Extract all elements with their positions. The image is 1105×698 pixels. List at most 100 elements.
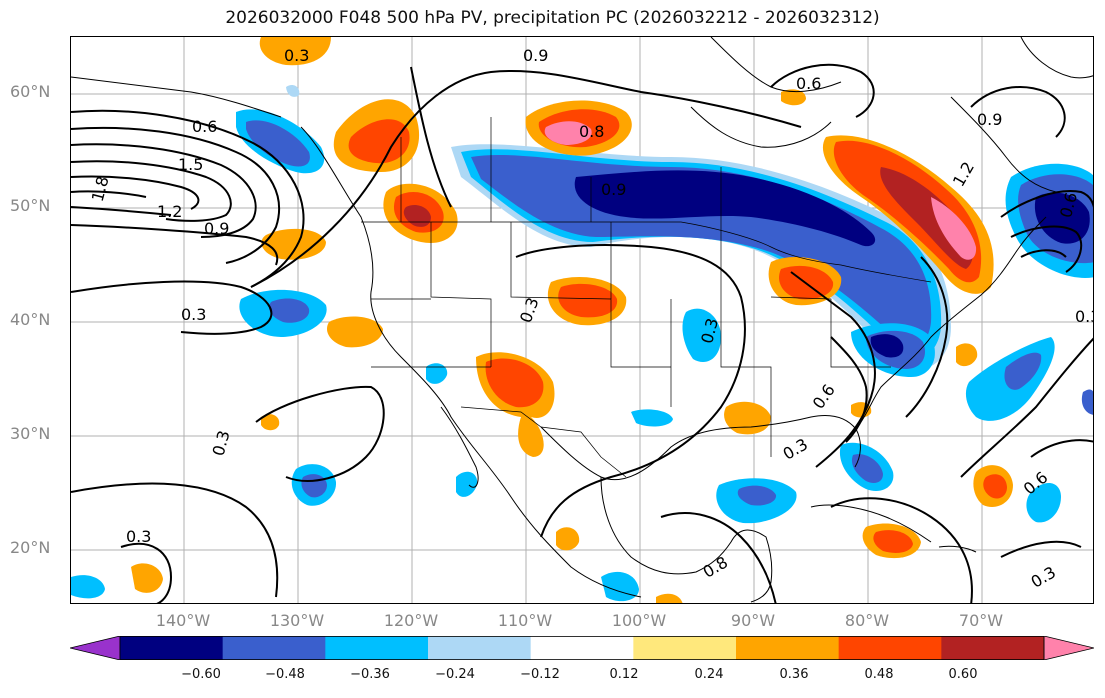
contour-south-3	[660, 512, 777, 603]
contour-west-3	[71, 143, 257, 238]
lon-label-110w: 110°W	[497, 611, 553, 630]
contour-south-1	[71, 482, 279, 598]
colorbar-cell	[222, 636, 326, 660]
shade-neg-atl-1-blue	[1004, 352, 1042, 390]
shade-pos-pacnw-coast	[261, 228, 326, 260]
contour-atlantic-4	[1020, 249, 1067, 258]
shade-pos-small-2	[131, 563, 163, 593]
colorbar-cell	[325, 636, 429, 660]
colorbar-label-pos048: 0.48	[864, 667, 894, 682]
lon-label-140w: 140°W	[155, 611, 211, 630]
coast-gulf	[540, 415, 861, 481]
contour-south-5	[1000, 540, 1082, 558]
colorbar-cells	[70, 636, 1094, 660]
contour-ridge	[250, 70, 802, 288]
shade-pos-ca	[326, 316, 383, 348]
coast-pacific	[300, 126, 642, 598]
contour-label-16: 0.9	[601, 180, 626, 199]
coast-alaska	[71, 76, 282, 118]
border-states-5	[770, 296, 891, 368]
contour-atlantic-2	[1000, 190, 1093, 218]
contour-label-21: 0.3	[1028, 562, 1060, 591]
shade-neg-small-1	[426, 363, 448, 384]
lon-label-120w: 120°W	[383, 611, 439, 630]
contour-label-1: 0.9	[523, 46, 548, 65]
contour-label-11: 0.3	[516, 295, 543, 325]
contour-atlantic-3	[1010, 225, 1083, 273]
lat-label-50n: 50°N	[10, 196, 51, 215]
contour-label-10: 0.3	[126, 527, 151, 546]
contour-central	[515, 244, 746, 538]
coast-labrador	[950, 96, 1057, 193]
coast-atlantic	[855, 216, 1047, 430]
contour-label-20: 0.3	[1075, 307, 1094, 326]
contour-ne-low-2	[770, 63, 875, 118]
contour-label-3: 0.6	[192, 117, 217, 136]
coast-hispaniola	[938, 545, 977, 553]
contour-label-23: 0.8	[700, 552, 732, 581]
contour-east-2	[830, 336, 868, 443]
border-states-4	[720, 237, 772, 457]
contour-label-0: 0.3	[284, 46, 309, 65]
contour-west-6	[71, 190, 147, 198]
map-panel: 0.3 0.9 0.6 0.6 1.5 1.8 1.2 0.9 0.3 0.3 …	[70, 36, 1094, 604]
shade-neg-fl-blue	[851, 454, 883, 483]
contour-west-5	[71, 175, 200, 210]
contour-label-8: 0.3	[181, 305, 206, 324]
lon-label-100w: 100°W	[611, 611, 667, 630]
shade-neg-pac-1-blue	[269, 298, 310, 323]
contour-label-15: 0.9	[977, 110, 1002, 129]
political-borders	[361, 117, 932, 478]
contour-label-22: 0.8	[579, 122, 604, 141]
contour-atlantic-1	[905, 256, 949, 418]
lon-label-90w: 90°W	[730, 611, 776, 630]
border-us-mexico	[460, 406, 627, 478]
contour-label-7: 0.9	[204, 219, 229, 238]
border-states-3	[610, 222, 672, 407]
shade-pos-small-4	[261, 414, 280, 431]
colorbar-label-neg024: −0.24	[435, 667, 475, 682]
coast-mexico-south	[600, 476, 773, 603]
shade-pos-alaska	[259, 37, 331, 66]
border-canada-prov	[400, 117, 722, 237]
lat-label-20n: 20°N	[10, 538, 51, 557]
contour-west-2	[71, 126, 281, 264]
contour-west-4	[71, 160, 232, 222]
shade-pos-small-1	[781, 89, 806, 106]
coast-baja	[440, 406, 479, 488]
pv-contours	[71, 63, 1093, 603]
colorbar-label-neg048: −0.48	[265, 667, 305, 682]
lat-label-60n: 60°N	[10, 82, 51, 101]
shade-pos-pnw-red	[348, 119, 410, 164]
shade-pos-southeast	[724, 401, 771, 435]
colorbar-cell	[941, 636, 1045, 660]
graticule	[71, 37, 1093, 603]
contour-label-4: 1.5	[178, 155, 203, 174]
coastlines	[71, 37, 1093, 603]
shade-neg-small-6	[286, 84, 300, 97]
colorbar-extend-high	[1043, 636, 1094, 660]
map-canvas: 0.3 0.9 0.6 0.6 1.5 1.8 1.2 0.9 0.3 0.3 …	[71, 37, 1094, 603]
contour-label-13: 0.3	[780, 434, 812, 463]
contour-west-8	[71, 224, 279, 266]
shade-pos-sw-red	[485, 358, 544, 408]
shade-pos-bc-dark	[403, 205, 431, 227]
lon-label-130w: 130°W	[269, 611, 325, 630]
colorbar-cell	[530, 636, 634, 660]
colorbar-label-pos012: 0.12	[609, 667, 639, 682]
map-title: 2026032000 F048 500 hPa PV, precipitatio…	[225, 8, 880, 28]
coast-cuba	[810, 504, 932, 543]
contour-east-1	[790, 271, 876, 468]
shade-neg-east-navy	[870, 334, 904, 358]
colorbar-cell	[120, 636, 224, 660]
border-states-6	[371, 298, 491, 368]
shade-neg-central-light	[682, 308, 721, 363]
shade-pos-ne-pink	[931, 197, 977, 260]
shade-neg-small-2	[456, 471, 478, 497]
coast-hudson	[690, 106, 832, 148]
contour-west-9	[71, 280, 273, 335]
contour-label-9: 0.3	[209, 428, 234, 458]
shade-neg-atl-3	[1081, 389, 1093, 415]
colorbar-label-pos024: 0.24	[694, 667, 724, 682]
contour-label-5: 1.8	[88, 174, 113, 204]
